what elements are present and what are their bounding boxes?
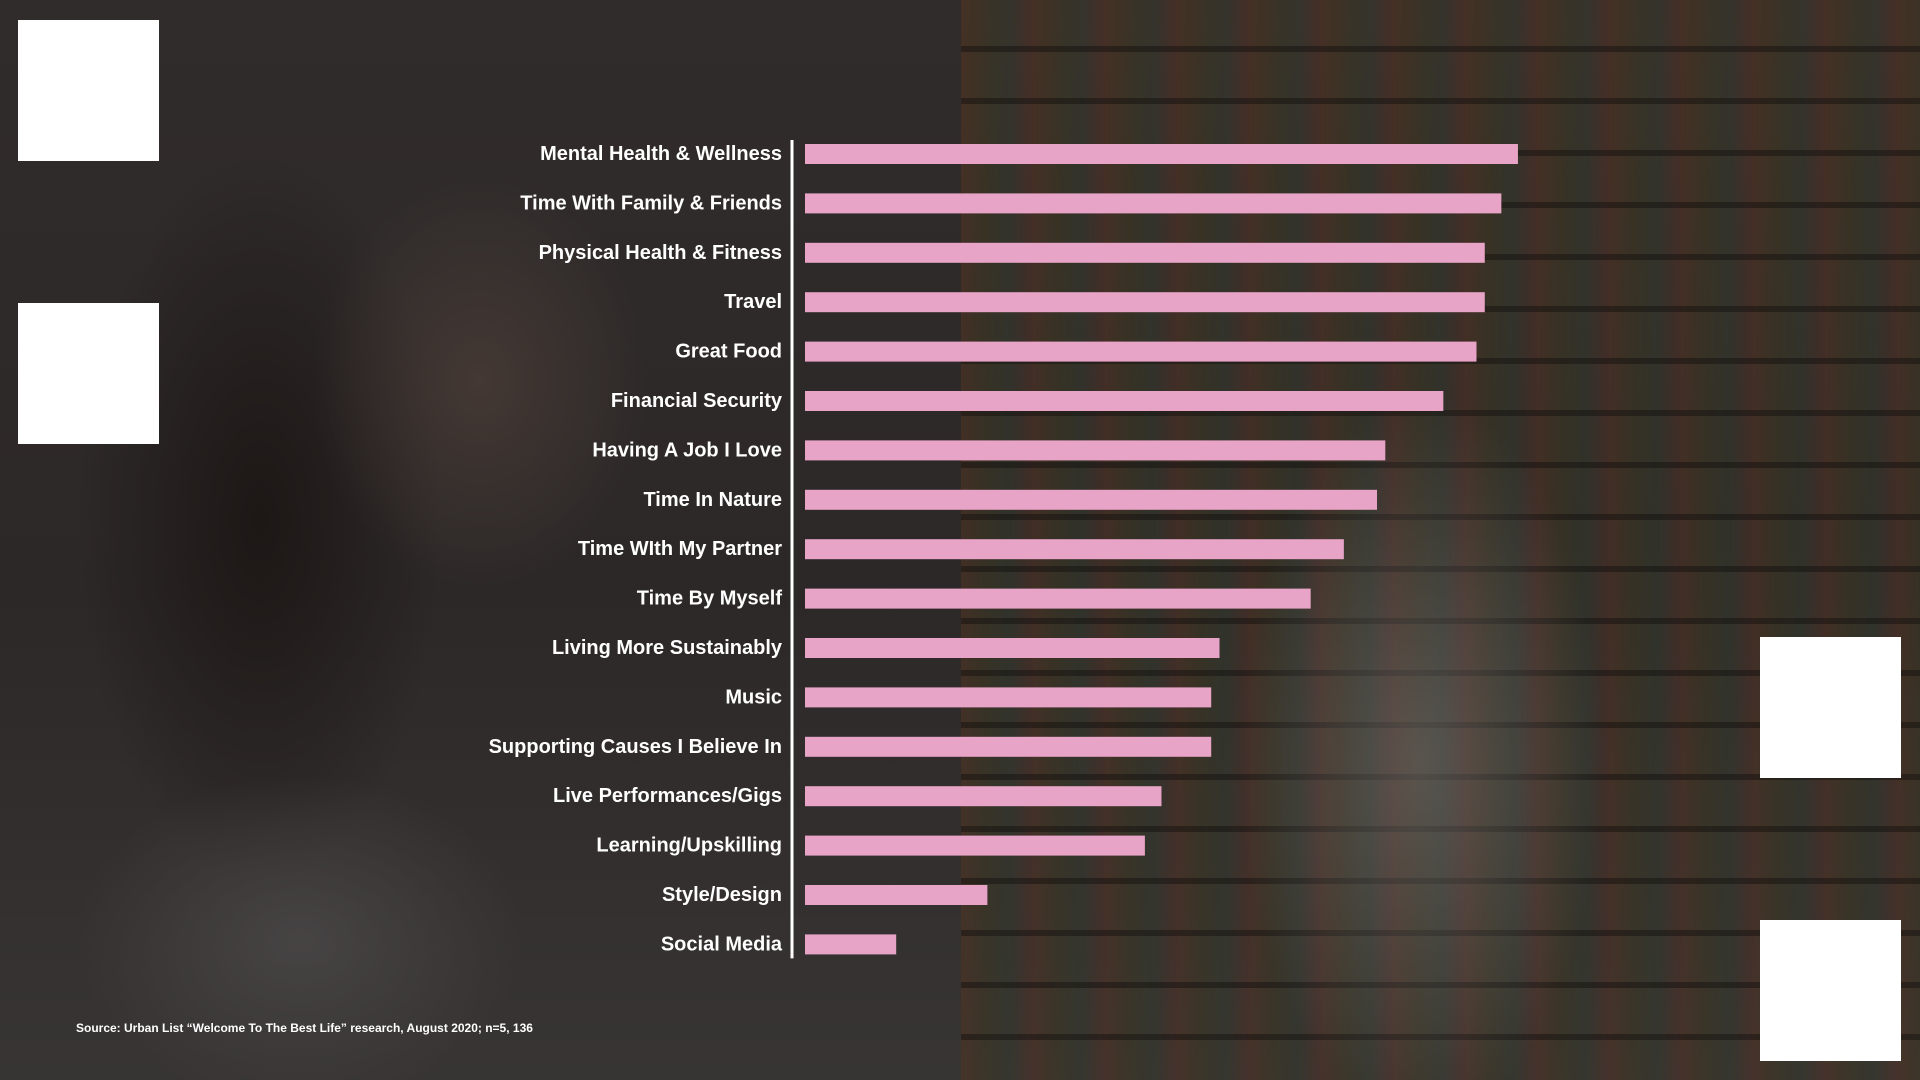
category-label: Travel — [724, 291, 782, 313]
category-label: Time With Family & Friends — [520, 192, 782, 214]
category-label: Having A Job I Love — [592, 439, 782, 461]
bar — [805, 687, 1212, 708]
category-label: Music — [725, 686, 782, 708]
bar — [805, 588, 1311, 609]
bar — [805, 539, 1344, 560]
category-label: Time By Myself — [637, 588, 783, 610]
bar — [805, 341, 1477, 362]
category-label: Financial Security — [611, 390, 783, 412]
photo-placeholder-bottom-right — [1760, 920, 1901, 1061]
category-label: Social Media — [661, 933, 783, 955]
bar — [805, 440, 1386, 461]
bar — [805, 638, 1220, 658]
background-photo-left — [0, 0, 961, 1080]
bar — [805, 786, 1162, 807]
photo-placeholder-mid-left — [18, 303, 159, 444]
bar — [805, 242, 1485, 263]
bar — [805, 144, 1518, 164]
bar — [805, 934, 897, 955]
bar — [805, 835, 1145, 856]
bar — [805, 292, 1485, 313]
category-label: Physical Health & Fitness — [539, 242, 782, 264]
category-label-group: Mental Health & Wellness Time With Family… — [489, 143, 783, 955]
category-label: Time In Nature — [643, 489, 782, 511]
photo-placeholder-mid-right — [1760, 637, 1901, 778]
bar — [805, 193, 1502, 214]
category-label: Great Food — [675, 341, 782, 363]
category-label: Style/Design — [662, 884, 782, 906]
category-label: Time WIth My Partner — [578, 538, 782, 560]
category-label: Live Performances/Gigs — [553, 785, 782, 807]
bar — [805, 736, 1212, 757]
photo-placeholder-top-left — [18, 20, 159, 161]
bar — [805, 391, 1444, 411]
bar — [805, 489, 1378, 510]
bar — [805, 885, 988, 905]
category-label: Mental Health & Wellness — [540, 143, 782, 165]
bar-group — [805, 144, 1518, 955]
source-note: Source: Urban List “Welcome To The Best … — [76, 1021, 533, 1035]
category-label: Learning/Upskilling — [596, 835, 782, 857]
category-label: Living More Sustainably — [552, 637, 783, 659]
category-label: Supporting Causes I Believe In — [489, 736, 782, 758]
